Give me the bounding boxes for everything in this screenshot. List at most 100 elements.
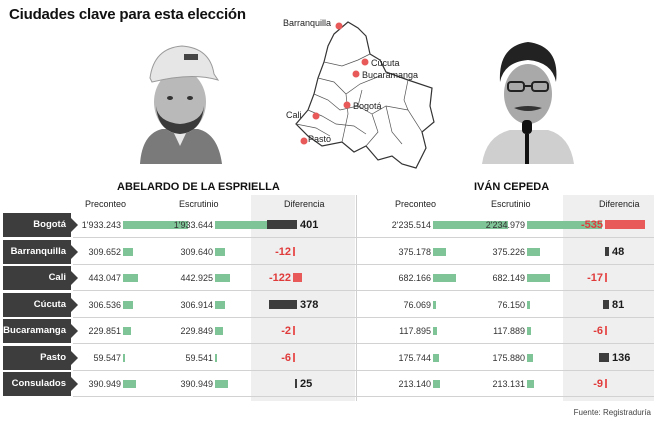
diferencia-value: -2 <box>281 325 291 337</box>
map-marker-bogota <box>343 101 351 109</box>
escrutinio-value: 2'234.979 <box>485 220 525 230</box>
escrutinio-bar <box>215 247 226 256</box>
candidate-portrait-right <box>478 24 578 164</box>
escrutinio-value: 175.880 <box>492 352 525 363</box>
escrutinio-value: 1'933.644 <box>173 220 213 230</box>
candidates-divider <box>356 195 357 401</box>
map-marker-pasto <box>300 137 308 145</box>
diferencia-value: -12 <box>275 245 291 258</box>
escrutinio-bar <box>527 300 530 309</box>
preconteo-bar <box>433 221 508 229</box>
diferencia-value: -122 <box>268 272 291 284</box>
map-label-barranquilla: Barranquilla <box>283 18 331 28</box>
diferencia-bar <box>295 379 297 388</box>
diferencia-value: 378 <box>300 298 319 311</box>
table-row: Cali 443.047 442.925 -122 682.166 682.149 -17 <box>3 266 654 291</box>
escrutinio-bar <box>527 353 533 362</box>
table-row: Consulados 390.949 390.949 25 213.140 213.131… <box>3 372 654 397</box>
escrutinio-bar <box>215 300 226 309</box>
diferencia-bar <box>293 273 303 282</box>
escrutinio-bar <box>215 327 223 335</box>
map-marker-barranquilla <box>335 22 343 30</box>
map-marker-cali <box>312 112 320 120</box>
header-preconteo-left: Preconteo <box>85 199 127 209</box>
header-preconteo-right: Preconteo <box>395 199 437 209</box>
escrutinio-value: 76.150 <box>497 299 525 310</box>
diferencia-bar <box>268 299 297 309</box>
preconteo-bar <box>123 247 134 256</box>
diferencia-bar <box>605 273 607 282</box>
diferencia-value: 81 <box>612 298 625 311</box>
preconteo-bar <box>123 353 125 362</box>
escrutinio-value: 442.925 <box>180 273 213 283</box>
city-label: Pasto <box>3 345 78 370</box>
preconteo-value: 117.895 <box>399 326 431 336</box>
table-row: Bucaramanga 229.851 229.849 -2 117.895 117.88… <box>3 319 654 344</box>
city-label: Consulados <box>3 372 78 396</box>
diferencia-bar <box>598 352 609 362</box>
row-separator <box>73 369 654 371</box>
escrutinio-bar <box>215 353 217 362</box>
map-label-cucuta: Cúcuta <box>371 58 400 68</box>
diferencia-value: 401 <box>300 219 319 231</box>
escrutinio-bar <box>527 380 535 388</box>
map-label-bogota: Bogotá <box>353 101 382 111</box>
diferencia-bar <box>605 379 607 388</box>
escrutinio-value: 59.541 <box>185 352 213 363</box>
preconteo-value: 390.949 <box>88 379 121 389</box>
preconteo-bar <box>433 327 437 335</box>
preconteo-value: 306.536 <box>88 299 121 310</box>
preconteo-value: 1'933.243 <box>81 220 121 230</box>
header-escrutinio-left: Escrutinio <box>179 199 219 209</box>
row-separator <box>73 316 654 318</box>
escrutinio-value: 682.149 <box>492 273 525 283</box>
preconteo-value: 175.744 <box>398 352 431 363</box>
diferencia-bar <box>602 299 609 309</box>
diferencia-value: 48 <box>612 245 625 258</box>
diferencia-value: -9 <box>593 378 603 390</box>
diferencia-value: 136 <box>612 351 631 364</box>
table-row: Barranquilla 309.652 309.640 -12 375.178 375.… <box>3 239 654 265</box>
preconteo-value: 309.652 <box>88 246 121 257</box>
escrutinio-bar <box>527 247 540 256</box>
diferencia-bar <box>267 220 297 229</box>
colombia-map: Barranquilla Cúcuta Bucaramanga Bogotá C… <box>283 18 435 169</box>
city-label: Barranquilla <box>3 239 78 264</box>
escrutinio-value: 213.131 <box>492 379 525 389</box>
row-separator <box>73 343 654 344</box>
city-label: Bucaramanga <box>3 319 78 343</box>
preconteo-value: 375.178 <box>398 246 431 257</box>
preconteo-bar <box>433 274 456 282</box>
escrutinio-value: 375.226 <box>492 246 525 257</box>
diferencia-bar <box>293 326 295 335</box>
candidate-portrait-left <box>132 34 228 164</box>
preconteo-value: 2'235.514 <box>391 220 431 230</box>
source-note: Fuente: Registraduría <box>573 408 651 417</box>
escrutinio-bar <box>527 221 602 229</box>
header-diferencia-right: Diferencia <box>599 199 640 209</box>
preconteo-bar <box>433 380 441 388</box>
diferencia-bar <box>605 326 607 335</box>
table-row: Cúcuta 306.536 306.914 378 76.069 76.150 81 <box>3 292 654 318</box>
preconteo-bar <box>433 353 439 362</box>
page-title: Ciudades clave para esta elección <box>9 6 246 23</box>
diff-column-bg-left <box>251 195 355 401</box>
table-row: Bogotá 1'933.243 1'933.644 401 2'235.514 2'23… <box>3 213 654 238</box>
diferencia-bar <box>605 220 645 229</box>
city-label: Cali <box>3 266 78 290</box>
preconteo-bar <box>123 274 138 282</box>
candidate-name-right: IVÁN CEPEDA <box>474 181 550 193</box>
row-separator <box>73 237 654 238</box>
preconteo-value: 76.069 <box>403 299 431 310</box>
preconteo-value: 213.140 <box>398 379 431 389</box>
city-label: Bogotá <box>3 213 78 237</box>
map-marker-cucuta <box>361 58 369 66</box>
preconteo-bar <box>123 380 137 388</box>
map-marker-bucaramanga <box>352 70 360 78</box>
diferencia-value: -6 <box>593 325 603 337</box>
escrutinio-value: 117.889 <box>493 326 525 336</box>
preconteo-bar <box>123 327 131 335</box>
preconteo-value: 682.166 <box>398 273 431 283</box>
map-label-cali: Cali <box>286 110 302 120</box>
results-table: Preconteo Escrutinio Diferencia Preconte… <box>3 195 654 401</box>
